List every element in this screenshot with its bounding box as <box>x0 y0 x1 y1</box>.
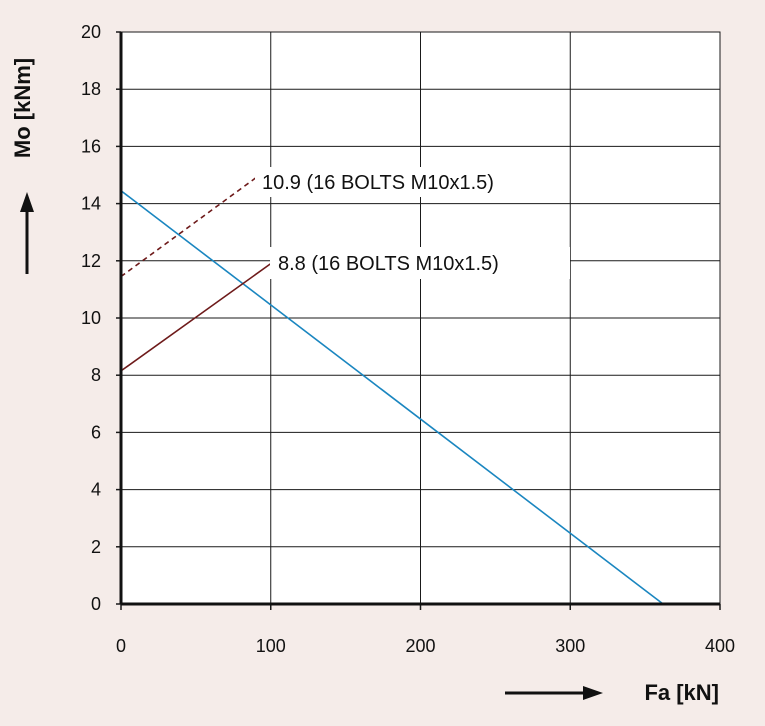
annotations: 10.9 (16 BOLTS M10x1.5) 8.8 (16 BOLTS M10… <box>255 167 570 279</box>
x-tick-label: 300 <box>555 636 585 656</box>
annotation-box <box>270 247 570 279</box>
y-tick-label: 2 <box>91 537 101 557</box>
y-tick-label: 16 <box>81 136 101 156</box>
series-line-bolt109 <box>120 177 257 278</box>
y-tick-label: 18 <box>81 79 101 99</box>
y-tick-label: 0 <box>91 594 101 614</box>
x-tick-label: 400 <box>705 636 735 656</box>
y-tick-label: 14 <box>81 194 101 214</box>
annotation-label-bolt88: 8.8 (16 BOLTS M10x1.5) <box>278 253 499 275</box>
y-tick-label: 6 <box>91 422 101 442</box>
x-axis-title: Fa [kN] <box>644 680 719 705</box>
axes <box>116 31 721 610</box>
y-tick-label: 20 <box>81 22 101 42</box>
x-tick-label: 200 <box>405 636 435 656</box>
x-tick-label: 0 <box>116 636 126 656</box>
y-tick-label: 8 <box>91 365 101 385</box>
chart-lines <box>120 177 664 605</box>
annotation-box <box>255 167 555 197</box>
y-tick-label: 10 <box>81 308 101 328</box>
series-line-blue <box>120 190 664 605</box>
series-line-bolt88 <box>120 263 272 372</box>
y-tick-label: 12 <box>81 251 101 271</box>
x-tick-label: 100 <box>256 636 286 656</box>
annotation-label-bolt109: 10.9 (16 BOLTS M10x1.5) <box>262 172 494 194</box>
y-tick-label: 4 <box>91 480 101 500</box>
y-axis-title: Mo [kNm] <box>10 58 35 158</box>
x-axis-arrow-icon <box>505 686 603 700</box>
y-axis-arrow-icon <box>20 192 34 274</box>
